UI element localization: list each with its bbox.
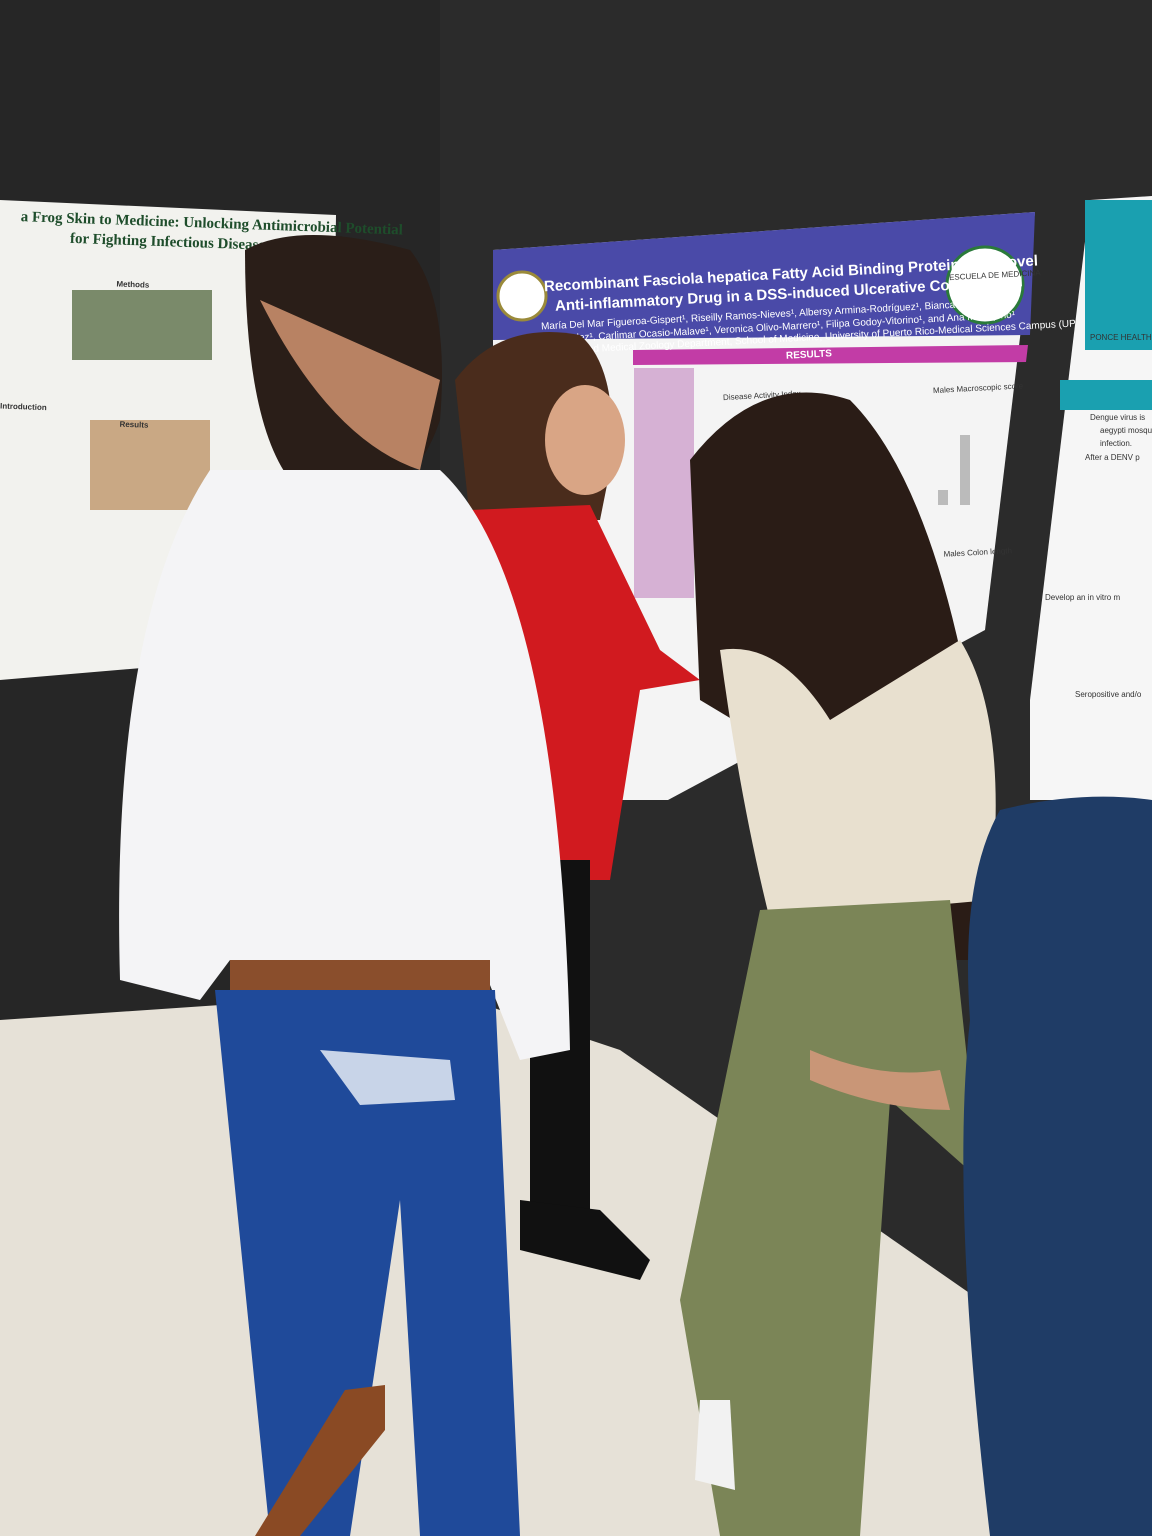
section-heading: Introduction xyxy=(0,402,47,413)
shape xyxy=(493,212,1035,340)
shape xyxy=(938,490,948,505)
poster-text: infection. xyxy=(1100,439,1132,448)
person-navy xyxy=(963,796,1152,1536)
shape xyxy=(1060,380,1152,410)
shape xyxy=(119,470,570,1060)
logo-text: PONCE HEALTH xyxy=(1090,333,1152,342)
shape xyxy=(633,345,1028,365)
poster-title: for Fighting Infectious Diseases xyxy=(70,231,272,254)
shape xyxy=(320,1050,455,1105)
shape xyxy=(1085,200,1152,350)
chart-title: Males Colon length xyxy=(943,546,1012,559)
shape xyxy=(545,385,625,495)
shape xyxy=(90,420,210,510)
section-heading: Methods xyxy=(116,280,150,290)
shape xyxy=(520,1200,650,1280)
shape xyxy=(680,900,980,1536)
section-heading: Results xyxy=(119,420,149,430)
section-heading: RESULTS xyxy=(786,348,833,361)
poster-text: Develop an in vitro m xyxy=(1045,593,1120,602)
shape xyxy=(260,300,440,470)
person-long-hair xyxy=(680,392,1010,1536)
person-white-shirt xyxy=(119,235,570,1536)
shape xyxy=(945,245,1025,325)
shape xyxy=(496,270,548,322)
shape xyxy=(72,290,212,360)
shape xyxy=(255,1385,385,1536)
right-poster: PONCE HEALTH Dengue virus is aegypti mos… xyxy=(1030,196,1152,800)
shape xyxy=(230,960,490,995)
shape xyxy=(634,368,694,598)
shape xyxy=(720,640,996,920)
shape xyxy=(695,1400,735,1490)
poster-text: aegypti mosquit xyxy=(1100,426,1152,435)
shape xyxy=(960,435,970,505)
poster-text: Dengue virus is xyxy=(1090,413,1145,422)
poster-text: After a DENV p xyxy=(1085,453,1140,462)
shape xyxy=(215,990,520,1536)
poster-text: Seropositive and/o xyxy=(1075,690,1142,699)
shape xyxy=(810,1050,950,1110)
